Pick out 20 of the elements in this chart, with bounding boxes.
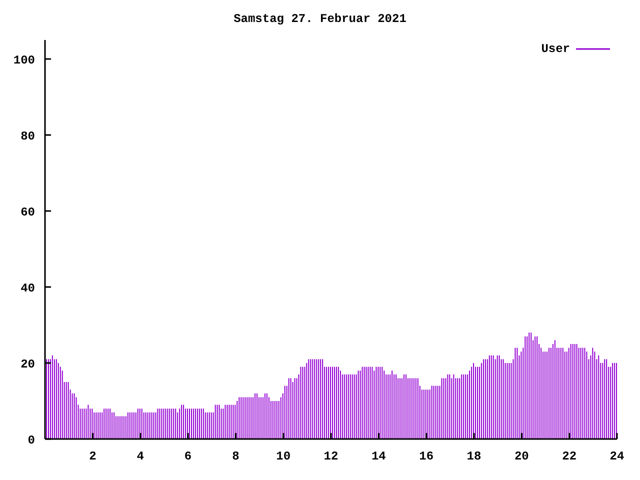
x-tick-label: 8 [232, 450, 240, 464]
x-tick-label: 12 [324, 450, 338, 464]
y-tick-label: 60 [20, 205, 35, 220]
x-tick-label: 24 [610, 450, 624, 464]
y-tick-label: 40 [20, 281, 35, 296]
legend-label: User [541, 42, 570, 56]
y-tick-label: 80 [20, 129, 35, 144]
x-tick-label: 6 [184, 450, 192, 464]
x-tick-label: 2 [89, 450, 96, 464]
x-tick-label: 20 [514, 450, 529, 464]
y-tick-label: 100 [13, 53, 35, 68]
x-tick-label: 22 [562, 450, 577, 464]
x-tick-label: 4 [136, 450, 144, 464]
x-tick-label: 10 [276, 450, 291, 464]
y-tick-label: 0 [28, 433, 35, 448]
x-tick-label: 18 [466, 450, 482, 464]
y-tick-label: 20 [20, 357, 35, 372]
chart-title: Samstag 27. Februar 2021 [232, 12, 408, 26]
x-tick-label: 16 [419, 450, 434, 464]
x-tick-label: 14 [371, 450, 386, 464]
